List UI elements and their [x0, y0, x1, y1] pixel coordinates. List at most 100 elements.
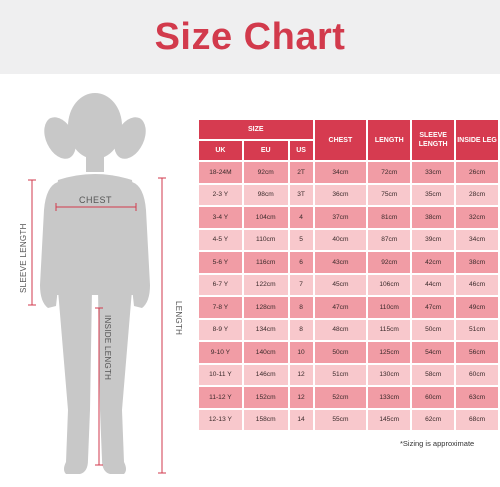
- inside-leg-header: INSIDE LEG: [456, 120, 498, 160]
- table-row: 12-13 Y 158cm 14 55cm 145cm 62cm 68cm: [199, 409, 498, 430]
- table-cell: 10-11 Y: [199, 364, 242, 385]
- table-cell: 51cm: [456, 319, 498, 340]
- table-cell: 33cm: [412, 162, 455, 183]
- table-cell: 18-24M: [199, 162, 242, 183]
- sleeve-length-header: SLEEVE LENGTH: [412, 120, 455, 160]
- table-cell: 92cm: [243, 162, 288, 183]
- table-cell: 110cm: [243, 229, 288, 250]
- table-cell: 115cm: [368, 319, 411, 340]
- table-cell: 32cm: [456, 207, 498, 228]
- table-cell: 26cm: [456, 162, 498, 183]
- table-cell: 2-3 Y: [199, 184, 242, 205]
- table-row: 2-3 Y 98cm 3T 36cm 75cm 35cm 28cm: [199, 184, 498, 205]
- table-cell: 146cm: [243, 364, 288, 385]
- uk-header: UK: [199, 141, 242, 160]
- table-cell: 40cm: [314, 229, 367, 250]
- table-cell: 50cm: [412, 319, 455, 340]
- table-cell: 158cm: [243, 409, 288, 430]
- table-cell: 8: [289, 297, 313, 318]
- table-cell: 47cm: [412, 297, 455, 318]
- table-cell: 10: [289, 342, 313, 363]
- table-cell: 7-8 Y: [199, 297, 242, 318]
- sizing-note: *Sizing is approximate: [400, 439, 475, 448]
- table-cell: 14: [289, 409, 313, 430]
- table-cell: 60cm: [412, 387, 455, 408]
- table-row: 7-8 Y 128cm 8 47cm 110cm 47cm 49cm: [199, 297, 498, 318]
- table-cell: 3-4 Y: [199, 207, 242, 228]
- size-table: SIZE CHEST LENGTH SLEEVE LENGTH INSIDE L…: [197, 118, 500, 432]
- table-row: 4-5 Y 110cm 5 40cm 87cm 39cm 34cm: [199, 229, 498, 250]
- table-cell: 116cm: [243, 252, 288, 273]
- table-cell: 54cm: [412, 342, 455, 363]
- table-cell: 55cm: [314, 409, 367, 430]
- chest-label: CHEST: [79, 195, 113, 205]
- sleeve-length-label: SLEEVE LENGTH: [19, 223, 28, 293]
- table-cell: 104cm: [243, 207, 288, 228]
- table-cell: 8: [289, 319, 313, 340]
- table-cell: 63cm: [456, 387, 498, 408]
- table-cell: 28cm: [456, 184, 498, 205]
- size-table-body: 18-24M 92cm 2T 34cm 72cm 33cm 26cm 2-3 Y 98cm 3T 3…: [199, 162, 498, 430]
- table-row: 5-6 Y 116cm 6 43cm 92cm 42cm 38cm: [199, 252, 498, 273]
- table-cell: 12-13 Y: [199, 409, 242, 430]
- table-cell: 7: [289, 274, 313, 295]
- table-cell: 49cm: [456, 297, 498, 318]
- table-cell: 140cm: [243, 342, 288, 363]
- inside-length-label: INSIDE LENGTH: [103, 315, 112, 381]
- table-cell: 48cm: [314, 319, 367, 340]
- table-cell: 12: [289, 387, 313, 408]
- table-cell: 8-9 Y: [199, 319, 242, 340]
- table-row: 8-9 Y 134cm 8 48cm 115cm 50cm 51cm: [199, 319, 498, 340]
- table-cell: 92cm: [368, 252, 411, 273]
- eu-header: EU: [243, 141, 288, 160]
- table-cell: 38cm: [412, 207, 455, 228]
- table-cell: 34cm: [456, 229, 498, 250]
- table-cell: 44cm: [412, 274, 455, 295]
- title-banner: Size Chart: [0, 0, 500, 74]
- table-cell: 122cm: [243, 274, 288, 295]
- table-cell: 152cm: [243, 387, 288, 408]
- table-cell: 6-7 Y: [199, 274, 242, 295]
- table-cell: 58cm: [412, 364, 455, 385]
- chest-header: CHEST: [314, 120, 367, 160]
- table-cell: 98cm: [243, 184, 288, 205]
- child-silhouette-icon: [28, 93, 166, 474]
- table-cell: 106cm: [368, 274, 411, 295]
- table-cell: 35cm: [412, 184, 455, 205]
- length-label: LENGTH: [174, 301, 183, 336]
- table-cell: 62cm: [412, 409, 455, 430]
- us-header: US: [289, 141, 313, 160]
- page-title: Size Chart: [154, 15, 346, 58]
- table-cell: 36cm: [314, 184, 367, 205]
- table-cell: 134cm: [243, 319, 288, 340]
- length-header: LENGTH: [368, 120, 411, 160]
- table-cell: 3T: [289, 184, 313, 205]
- table-cell: 4-5 Y: [199, 229, 242, 250]
- table-cell: 72cm: [368, 162, 411, 183]
- table-cell: 6: [289, 252, 313, 273]
- table-cell: 37cm: [314, 207, 367, 228]
- table-row: 18-24M 92cm 2T 34cm 72cm 33cm 26cm: [199, 162, 498, 183]
- table-cell: 12: [289, 364, 313, 385]
- table-cell: 125cm: [368, 342, 411, 363]
- table-cell: 39cm: [412, 229, 455, 250]
- table-cell: 145cm: [368, 409, 411, 430]
- table-cell: 110cm: [368, 297, 411, 318]
- table-cell: 50cm: [314, 342, 367, 363]
- table-cell: 47cm: [314, 297, 367, 318]
- table-cell: 56cm: [456, 342, 498, 363]
- table-cell: 45cm: [314, 274, 367, 295]
- table-cell: 51cm: [314, 364, 367, 385]
- table-cell: 81cm: [368, 207, 411, 228]
- table-cell: 9-10 Y: [199, 342, 242, 363]
- table-cell: 87cm: [368, 229, 411, 250]
- table-cell: 130cm: [368, 364, 411, 385]
- table-cell: 4: [289, 207, 313, 228]
- size-header: SIZE: [199, 120, 313, 139]
- table-cell: 5-6 Y: [199, 252, 242, 273]
- table-row: 10-11 Y 146cm 12 51cm 130cm 58cm 60cm: [199, 364, 498, 385]
- table-cell: 52cm: [314, 387, 367, 408]
- table-cell: 42cm: [412, 252, 455, 273]
- table-cell: 46cm: [456, 274, 498, 295]
- table-cell: 75cm: [368, 184, 411, 205]
